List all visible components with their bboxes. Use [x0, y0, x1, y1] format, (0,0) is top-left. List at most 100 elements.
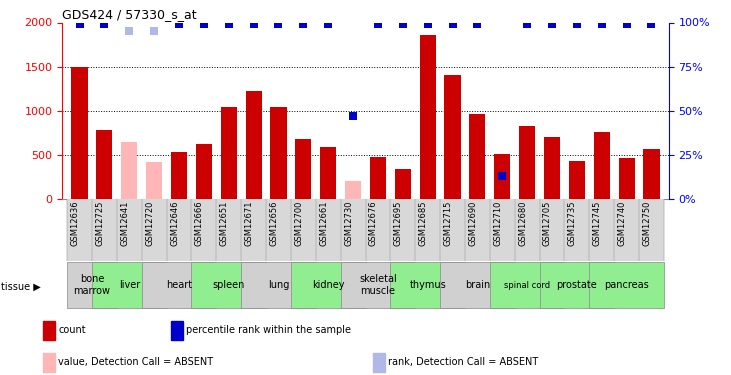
Text: GSM12710: GSM12710 — [493, 201, 502, 246]
Bar — [589, 262, 664, 308]
Text: GSM12715: GSM12715 — [444, 201, 452, 246]
Point — [372, 21, 384, 27]
Text: GSM12695: GSM12695 — [394, 201, 403, 246]
Bar — [366, 199, 390, 261]
Bar — [465, 199, 490, 261]
Bar — [539, 199, 564, 261]
Point — [74, 21, 86, 27]
Bar — [490, 262, 564, 308]
Bar — [490, 199, 515, 261]
Text: thymus: thymus — [409, 280, 446, 290]
Text: GSM12661: GSM12661 — [319, 201, 328, 246]
Bar — [117, 199, 142, 261]
Text: spleen: spleen — [213, 280, 245, 290]
Text: prostate: prostate — [556, 280, 597, 290]
Bar — [589, 199, 614, 261]
Text: tissue ▶: tissue ▶ — [1, 282, 41, 292]
Point — [124, 28, 135, 34]
Point — [596, 21, 607, 27]
Point — [397, 21, 409, 27]
Bar — [440, 199, 465, 261]
Bar — [440, 262, 515, 308]
Bar — [270, 107, 287, 199]
Text: GSM12646: GSM12646 — [170, 201, 179, 246]
Point — [447, 21, 458, 27]
Bar — [142, 199, 167, 261]
Bar — [291, 199, 316, 261]
Bar — [121, 142, 137, 199]
Text: GSM12641: GSM12641 — [121, 201, 129, 246]
Bar — [469, 114, 485, 199]
Text: GSM12671: GSM12671 — [245, 201, 254, 246]
Point — [148, 28, 160, 34]
Bar — [618, 158, 635, 199]
Text: brain: brain — [465, 280, 490, 290]
Text: liver: liver — [118, 280, 140, 290]
Point — [298, 21, 309, 27]
Point — [223, 21, 235, 27]
Text: GSM12666: GSM12666 — [195, 201, 204, 246]
Bar — [241, 199, 266, 261]
Bar — [221, 107, 237, 199]
Text: GSM12676: GSM12676 — [369, 201, 378, 246]
Bar — [196, 144, 212, 199]
Bar — [370, 158, 386, 199]
Point — [571, 21, 583, 27]
Bar — [643, 149, 659, 199]
Text: rank, Detection Call = ABSENT: rank, Detection Call = ABSENT — [387, 357, 538, 367]
Bar — [373, 352, 385, 372]
Point — [248, 21, 260, 27]
Text: pancreas: pancreas — [605, 280, 649, 290]
Text: GSM12740: GSM12740 — [618, 201, 626, 246]
Bar — [544, 137, 560, 199]
Bar — [43, 321, 56, 340]
Bar — [390, 262, 465, 308]
Bar — [341, 199, 366, 261]
Bar — [341, 262, 415, 308]
Bar — [420, 35, 436, 199]
Text: GSM12690: GSM12690 — [469, 201, 477, 246]
Text: GSM12656: GSM12656 — [270, 201, 279, 246]
Bar — [96, 130, 113, 199]
Point — [198, 21, 210, 27]
Bar — [639, 199, 664, 261]
Bar — [295, 139, 311, 199]
Point — [521, 21, 533, 27]
Bar — [345, 181, 361, 199]
Bar — [67, 199, 92, 261]
Text: count: count — [58, 326, 86, 335]
Text: GSM12705: GSM12705 — [543, 201, 552, 246]
Bar — [142, 262, 216, 308]
Bar — [192, 199, 216, 261]
Point — [471, 21, 483, 27]
Bar — [241, 262, 316, 308]
Bar — [171, 152, 187, 199]
Bar — [519, 126, 535, 199]
Bar — [564, 199, 589, 261]
Point — [99, 21, 110, 27]
Text: GSM12735: GSM12735 — [568, 201, 577, 246]
Bar — [320, 147, 336, 199]
Point — [422, 21, 433, 27]
Text: GSM12720: GSM12720 — [145, 201, 154, 246]
Point — [546, 21, 558, 27]
Bar — [494, 154, 510, 199]
Bar — [192, 262, 266, 308]
Bar — [167, 199, 192, 261]
Bar — [216, 199, 241, 261]
Text: spinal cord: spinal cord — [504, 280, 550, 290]
Text: GSM12636: GSM12636 — [70, 201, 80, 246]
Bar — [395, 169, 411, 199]
Point — [322, 21, 334, 27]
Text: GSM12680: GSM12680 — [518, 201, 527, 246]
Text: bone
marrow: bone marrow — [74, 274, 110, 296]
Point — [173, 21, 185, 27]
Text: GSM12651: GSM12651 — [220, 201, 229, 246]
Bar — [43, 352, 56, 372]
Bar — [316, 199, 341, 261]
Bar — [614, 199, 639, 261]
Bar — [246, 91, 262, 199]
Bar — [444, 75, 461, 199]
Text: GSM12730: GSM12730 — [344, 201, 353, 246]
Point — [496, 173, 508, 179]
